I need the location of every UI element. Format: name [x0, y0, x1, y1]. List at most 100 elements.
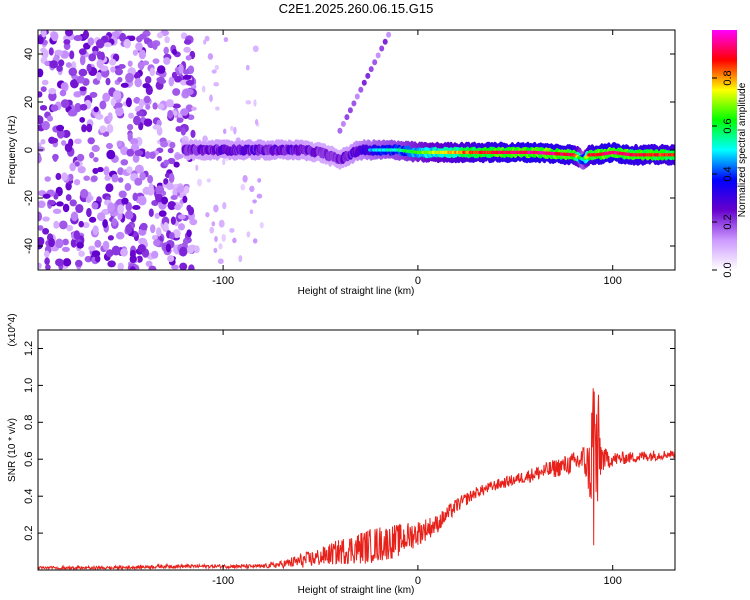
noise-blob: [89, 91, 98, 98]
noise-blob: [167, 147, 174, 154]
noise-blob: [257, 178, 262, 183]
noise-blob: [44, 176, 51, 182]
noise-blob: [38, 262, 42, 270]
noise-blob: [249, 209, 254, 215]
noise-blob: [96, 59, 104, 69]
noise-blob: [95, 39, 105, 49]
noise-blob: [172, 229, 181, 239]
noise-blob: [105, 77, 111, 86]
noise-blob: [134, 177, 143, 186]
noise-blob: [38, 115, 44, 125]
noise-blob: [136, 255, 143, 263]
y-tick-label: 0: [23, 147, 35, 153]
noise-blob: [120, 248, 128, 257]
noise-blob: [186, 204, 192, 212]
noise-blob: [91, 202, 99, 210]
x-tick-label: 0: [415, 575, 421, 587]
noise-blob: [82, 222, 90, 229]
noise-blob: [190, 129, 196, 139]
noise-blob: [70, 79, 79, 89]
noise-blob: [47, 199, 56, 206]
noise-blob: [133, 115, 141, 126]
noise-blob: [151, 250, 159, 259]
noise-blob: [41, 30, 47, 38]
y-tick-label: 40: [23, 48, 35, 60]
noise-blob: [69, 50, 75, 60]
noise-blob: [96, 71, 102, 81]
spectrogram-heatmap: [38, 30, 675, 270]
noise-blob: [185, 55, 192, 61]
noise-blob: [51, 137, 59, 144]
noise-blob: [218, 243, 223, 250]
noise-blob: [232, 237, 237, 244]
noise-blob: [148, 265, 157, 270]
noise-blob: [38, 146, 45, 152]
noise-blob: [173, 161, 180, 168]
noise-blob: [121, 197, 129, 205]
noise-blob: [79, 103, 88, 111]
noise-blob: [126, 166, 133, 174]
line-feature-blob: [368, 66, 374, 73]
noise-blob: [138, 195, 147, 206]
noise-blob: [242, 175, 248, 183]
line-feature-blob: [372, 59, 378, 66]
noise-blob: [125, 72, 134, 83]
snr-x-axis-title: Height of straight line (km): [298, 585, 415, 596]
noise-blob: [88, 216, 97, 223]
noise-blob: [138, 33, 147, 40]
noise-blob: [137, 61, 145, 70]
noise-blob: [152, 102, 158, 110]
noise-blob: [167, 255, 175, 263]
noise-blob: [158, 78, 167, 85]
noise-blob: [195, 164, 199, 171]
noise-blob: [120, 82, 129, 88]
noise-blob: [149, 67, 156, 77]
noise-blob: [78, 220, 84, 228]
noise-blob: [41, 120, 50, 131]
noise-blob: [170, 216, 176, 225]
noise-blob: [48, 91, 57, 102]
noise-blob: [116, 140, 123, 148]
noise-blob: [133, 97, 141, 104]
noise-blob: [64, 143, 73, 153]
noise-blob: [182, 69, 190, 75]
noise-blob: [213, 82, 220, 87]
noise-blob: [155, 185, 165, 195]
noise-blob: [259, 221, 264, 229]
line-feature-blob: [379, 45, 385, 52]
noise-blob: [186, 229, 192, 238]
line-feature-blob: [382, 38, 388, 45]
x-tick-label: 100: [604, 575, 622, 587]
noise-blob: [64, 30, 74, 37]
noise-blob: [171, 71, 178, 79]
noise-blob: [111, 31, 121, 38]
noise-blob: [145, 104, 151, 110]
noise-blob: [215, 106, 220, 111]
noise-blob: [40, 86, 47, 92]
noise-blob: [209, 226, 215, 234]
noise-blob: [78, 48, 87, 55]
noise-blob: [149, 224, 156, 234]
noise-blob: [217, 258, 224, 265]
noise-blob: [65, 62, 72, 68]
noise-blob: [152, 42, 158, 50]
noise-blob: [112, 90, 122, 101]
noise-blob: [183, 46, 191, 53]
y-tick-label: 0.4: [23, 489, 35, 504]
noise-blob: [118, 63, 126, 70]
noise-blob: [111, 218, 118, 227]
noise-blob: [88, 53, 97, 62]
line-feature-blob: [386, 31, 392, 38]
noise-blob: [180, 108, 189, 116]
noise-blob: [106, 149, 116, 160]
y-tick-label: -20: [23, 190, 35, 206]
noise-blob: [176, 117, 184, 123]
noise-blob: [110, 66, 116, 73]
noise-blob: [73, 179, 81, 186]
noise-blob: [125, 201, 133, 212]
noise-blob: [187, 65, 195, 75]
noise-blob: [68, 67, 78, 77]
noise-blob: [78, 250, 85, 257]
noise-blob: [211, 69, 217, 74]
noise-blob: [168, 76, 175, 87]
